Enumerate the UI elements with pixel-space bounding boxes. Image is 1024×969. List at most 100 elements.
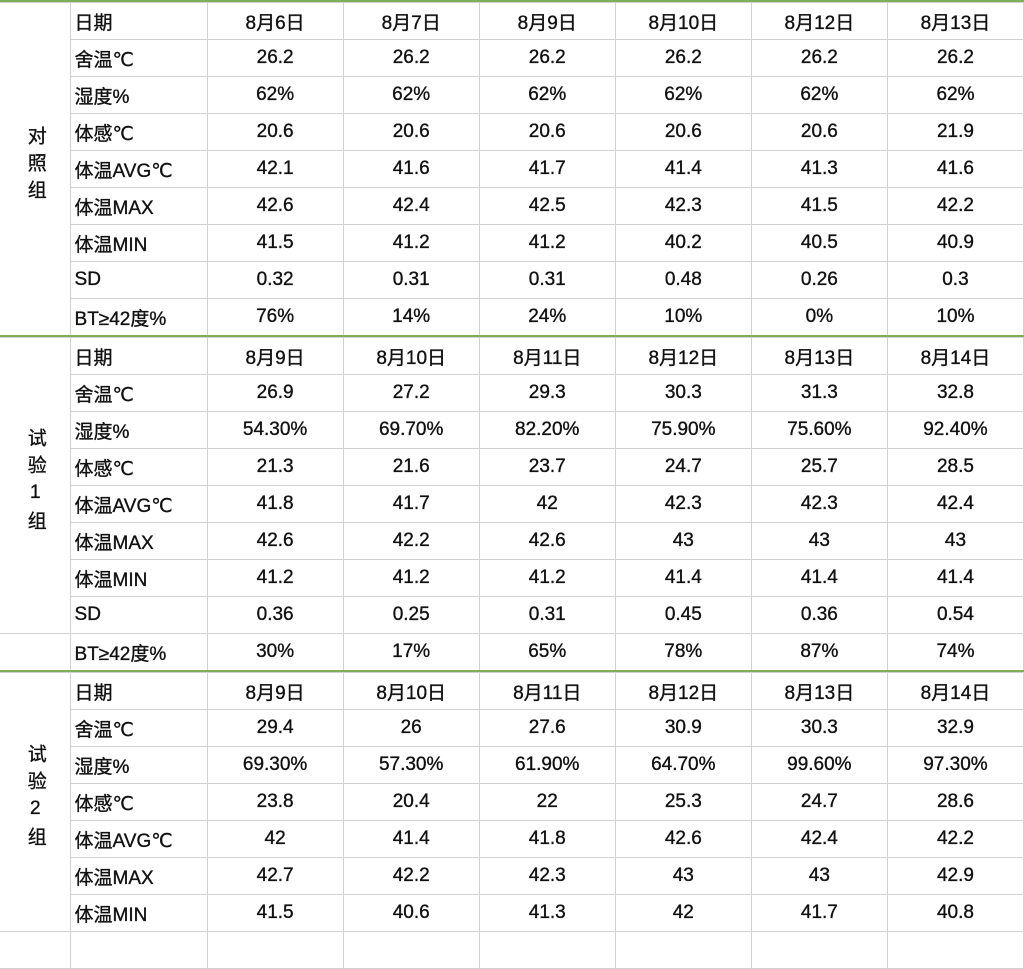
table-cell: 8月10日 (342, 337, 480, 375)
table-cell: 0.36 (206, 596, 344, 634)
table-row: 体温MIN 41.5 40.6 41.3 42 41.7 40.8 (0, 894, 1024, 932)
table-cell: 29.4 (206, 709, 344, 747)
row-label: SD (69, 596, 208, 634)
table-cell: 21.3 (206, 448, 344, 486)
table-cell: 42.7 (206, 857, 344, 895)
row-label: BT≥42度% (69, 298, 208, 336)
table-cell: 21.6 (342, 448, 480, 486)
table-cell: 41.4 (750, 559, 888, 597)
table-cell: 8月7日 (342, 2, 480, 40)
table-cell: 87% (750, 633, 888, 671)
table-cell: 41.2 (206, 559, 344, 597)
row-label: 湿度% (69, 76, 208, 114)
table-row: 试验2组 日期 8月9日 8月10日 8月11日 8月12日 8月13日 8月14日 (0, 672, 1024, 932)
table-cell: 25.7 (750, 448, 888, 486)
empty-cell (0, 931, 71, 969)
table-cell: 26.2 (614, 39, 752, 77)
table-cell: 57.30% (342, 746, 480, 784)
table-cell: 24% (478, 298, 616, 336)
table-cell: 23.7 (478, 448, 616, 486)
table-cell: 42.4 (750, 820, 888, 858)
row-label: 体感℃ (69, 448, 208, 486)
table-cell: 32.8 (886, 374, 1024, 412)
table-cell: 8月11日 (478, 337, 616, 375)
table-cell: 42.2 (886, 820, 1024, 858)
table-cell: 20.6 (478, 113, 616, 151)
table-cell: 75.90% (614, 411, 752, 449)
table-cell: 27.6 (478, 709, 616, 747)
table-cell: 42 (614, 894, 752, 932)
row-label: 体温MIN (69, 224, 208, 262)
table-row: 湿度% 69.30% 57.30% 61.90% 64.70% 99.60% 97.30% (0, 746, 1024, 784)
table-cell: 42.6 (206, 187, 344, 225)
row-label: 日期 (69, 672, 208, 710)
table-cell: 62% (886, 76, 1024, 114)
table-cell: 64.70% (614, 746, 752, 784)
table-cell: 0.31 (478, 261, 616, 299)
table-cell: 8月12日 (750, 2, 888, 40)
table-cell: 92.40% (886, 411, 1024, 449)
row-label: 体温MAX (69, 857, 208, 895)
table-cell: 99.60% (750, 746, 888, 784)
empty-cell (206, 931, 344, 969)
table-cell: 42.6 (614, 820, 752, 858)
table-cell: 42.3 (750, 485, 888, 523)
row-label: 体温MAX (69, 522, 208, 560)
table-cell: 30.3 (750, 709, 888, 747)
table-cell: 41.4 (342, 820, 480, 858)
table-cell: 8月12日 (614, 337, 752, 375)
table-cell: 0% (750, 298, 888, 336)
table-cell: 41.7 (342, 485, 480, 523)
table-cell: 43 (750, 857, 888, 895)
table-cell: 40.8 (886, 894, 1024, 932)
table-cell: 41.2 (342, 559, 480, 597)
table-cell: 30.3 (614, 374, 752, 412)
table-cell: 21.9 (886, 113, 1024, 151)
table-cell: 41.2 (478, 224, 616, 262)
table-cell: 69.70% (342, 411, 480, 449)
table-cell: 8月13日 (886, 2, 1024, 40)
table-cell: 76% (206, 298, 344, 336)
row-label: BT≥42度% (69, 633, 208, 671)
table-cell: 26.2 (206, 39, 344, 77)
table-cell: 24.7 (614, 448, 752, 486)
table-row: 舍温℃ 29.4 26 27.6 30.9 30.3 32.9 (0, 709, 1024, 747)
table-cell: 8月14日 (886, 672, 1024, 710)
table-cell: 43 (886, 522, 1024, 560)
table-cell: 42 (478, 485, 616, 523)
table-cell: 62% (206, 76, 344, 114)
table-cell: 25.3 (614, 783, 752, 821)
table-row: 湿度% 62% 62% 62% 62% 62% 62% (0, 76, 1024, 114)
table-cell: 28.5 (886, 448, 1024, 486)
row-label: 体温MAX (69, 187, 208, 225)
table-cell: 10% (886, 298, 1024, 336)
table-cell: 8月9日 (206, 672, 344, 710)
table-cell: 41.3 (478, 894, 616, 932)
table-cell: 41.4 (886, 559, 1024, 597)
table-cell: 62% (342, 76, 480, 114)
empty-cell (69, 931, 208, 969)
table-cell: 41.5 (206, 224, 344, 262)
table-cell: 42 (206, 820, 344, 858)
row-label: 体温MIN (69, 559, 208, 597)
table-cell: 75.60% (750, 411, 888, 449)
table-cell: 42.3 (614, 187, 752, 225)
table-cell: 27.2 (342, 374, 480, 412)
row-label: 舍温℃ (69, 374, 208, 412)
table-cell: 78% (614, 633, 752, 671)
table-cell: 61.90% (478, 746, 616, 784)
table-cell: 41.2 (342, 224, 480, 262)
table-cell: 41.6 (342, 150, 480, 188)
group-label-cell: 试验2组 (0, 672, 71, 932)
empty-cell (478, 931, 616, 969)
table-cell: 26.2 (342, 39, 480, 77)
table-cell: 0.25 (342, 596, 480, 634)
group-label-cell: 对照组 (0, 2, 71, 336)
table-cell: 42.4 (342, 187, 480, 225)
table-row: BT≥42度% 30% 17% 65% 78% 87% 74% (0, 633, 1024, 671)
empty-cell (342, 931, 480, 969)
table-row: 体温MAX 42.6 42.2 42.6 43 43 43 (0, 522, 1024, 560)
table-row: 试验1组 日期 8月9日 8月10日 8月11日 8月12日 8月13日 8月14日 (0, 337, 1024, 634)
table-cell: 62% (614, 76, 752, 114)
table-cell: 20.4 (342, 783, 480, 821)
